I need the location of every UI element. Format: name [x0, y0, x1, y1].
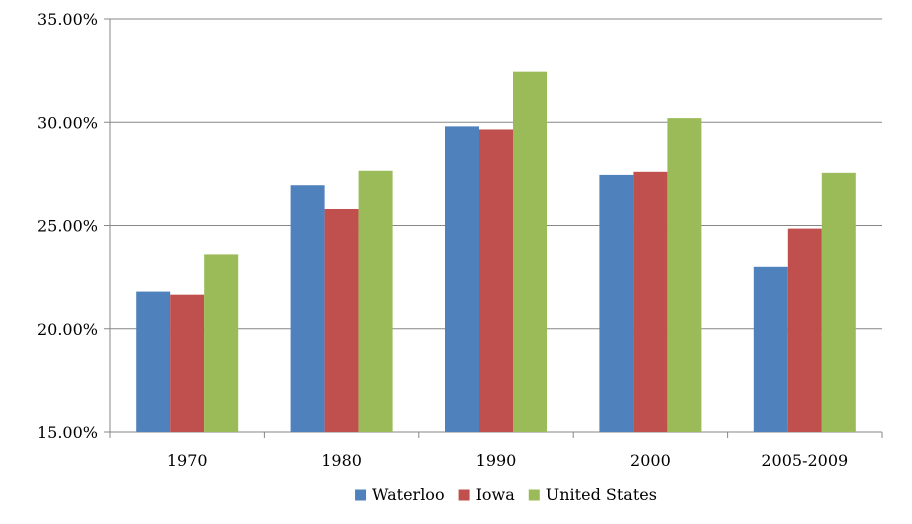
tick-labels: 15.00% 20.00% 25.00% 30.00% 35.00% 1970 1980 19…: [37, 10, 848, 470]
y-tick-label: 15.00%: [37, 423, 98, 442]
legend-label: United States: [546, 485, 657, 504]
bar-iowa: [479, 129, 513, 433]
y-tick-label: 35.00%: [37, 10, 98, 29]
bar-iowa: [324, 208, 359, 432]
bar-united-states: [513, 71, 547, 432]
bar-waterloo: [136, 291, 171, 432]
bars: [136, 71, 856, 433]
legend-swatch: [458, 489, 470, 501]
bar-waterloo: [599, 174, 634, 432]
legend-label: Waterloo: [372, 485, 445, 504]
y-tick-label: 30.00%: [37, 113, 98, 132]
x-tick-label: 1990: [476, 451, 517, 470]
x-tick-label: 2005-2009: [761, 451, 848, 470]
bar-waterloo: [290, 185, 325, 432]
x-tick-label: 1970: [167, 451, 208, 470]
bar-waterloo: [753, 266, 788, 432]
legend-label: Iowa: [476, 485, 516, 504]
x-tick-label: 1980: [321, 451, 362, 470]
legend-swatch: [528, 489, 540, 501]
bar-united-states: [204, 254, 239, 432]
x-tick-label: 2000: [630, 451, 671, 470]
bar-united-states: [358, 170, 393, 432]
bar-united-states: [667, 118, 702, 433]
legend-swatch: [355, 489, 367, 501]
bar-iowa: [787, 228, 822, 432]
bar-iowa: [633, 171, 668, 432]
bar-iowa: [170, 294, 205, 432]
bar-waterloo: [445, 126, 479, 432]
legend: Waterloo Iowa United States: [355, 485, 657, 504]
y-tick-label: 20.00%: [37, 320, 98, 339]
y-tick-label: 25.00%: [37, 217, 98, 236]
bar-united-states: [821, 172, 856, 432]
